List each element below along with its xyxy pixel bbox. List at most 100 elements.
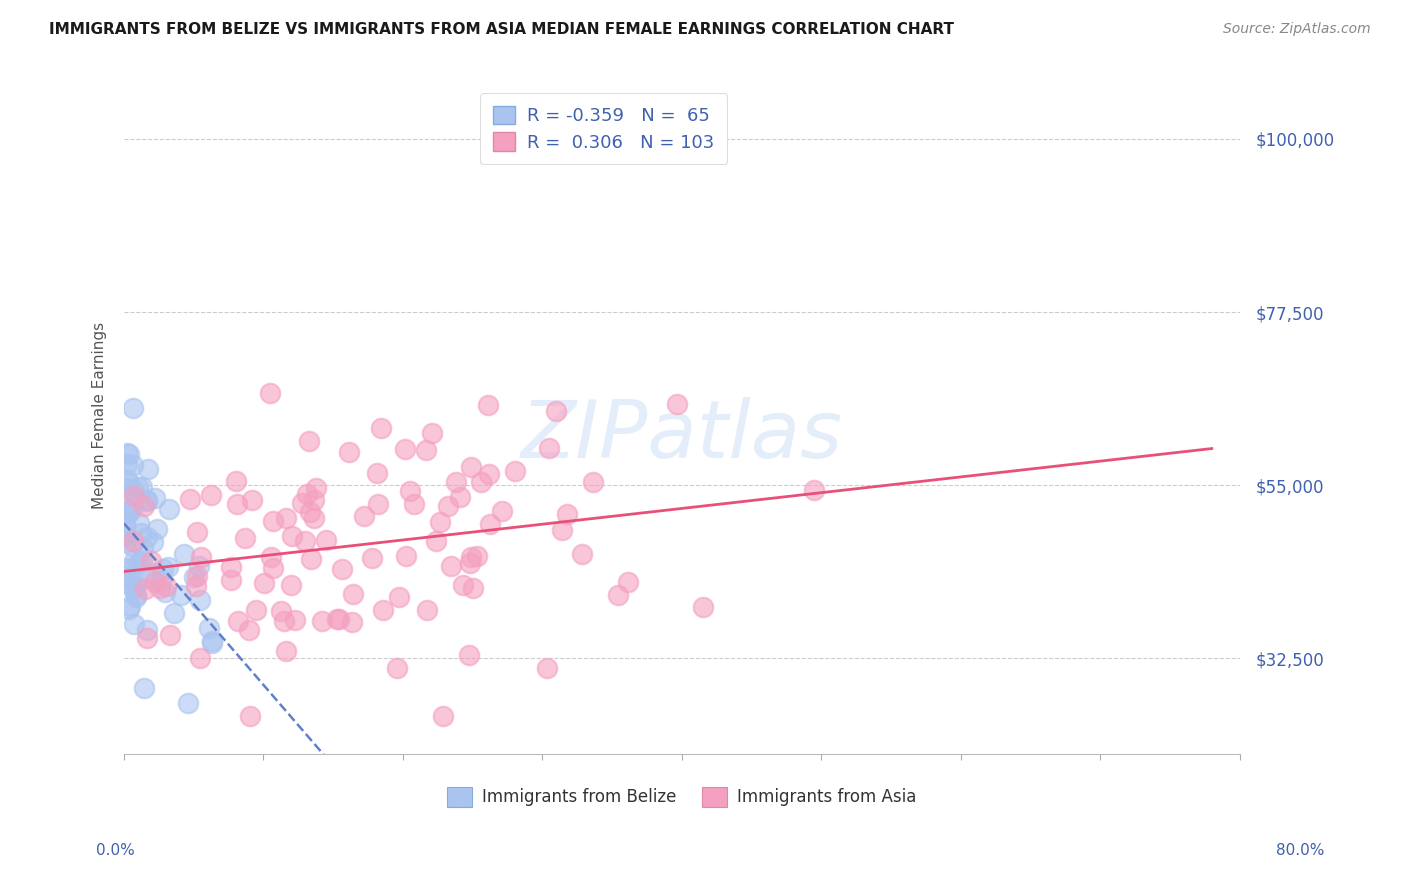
Point — [135, 492, 157, 507]
Point — [131, 541, 153, 556]
Point — [155, 579, 177, 593]
Point — [544, 404, 567, 418]
Point — [131, 552, 153, 566]
Point — [143, 575, 166, 590]
Point — [394, 442, 416, 456]
Point — [299, 552, 322, 566]
Point — [136, 631, 159, 645]
Point — [188, 651, 211, 665]
Point — [114, 527, 136, 541]
Point — [326, 612, 349, 626]
Point — [132, 681, 155, 696]
Point — [385, 661, 408, 675]
Point — [163, 606, 186, 620]
Point — [582, 475, 605, 490]
Point — [342, 587, 364, 601]
Point — [315, 533, 337, 548]
Y-axis label: Median Female Earnings: Median Female Earnings — [93, 322, 107, 509]
Point — [477, 398, 499, 412]
Point — [125, 588, 148, 602]
Point — [420, 425, 443, 440]
Point — [122, 582, 145, 597]
Point — [122, 458, 145, 473]
Point — [184, 579, 207, 593]
Point — [353, 508, 375, 523]
Point — [129, 525, 152, 540]
Point — [121, 561, 143, 575]
Point — [388, 591, 411, 605]
Point — [146, 522, 169, 536]
Point — [262, 514, 284, 528]
Point — [136, 623, 159, 637]
Point — [149, 581, 172, 595]
Point — [118, 506, 141, 520]
Point — [141, 566, 163, 581]
Point — [444, 475, 467, 490]
Point — [118, 477, 141, 491]
Point — [304, 511, 326, 525]
Point — [121, 534, 143, 549]
Point — [432, 708, 454, 723]
Point — [342, 615, 364, 629]
Point — [122, 500, 145, 514]
Point — [245, 603, 267, 617]
Point — [367, 497, 389, 511]
Point — [437, 499, 460, 513]
Point — [298, 434, 321, 449]
Point — [463, 581, 485, 595]
Point — [135, 494, 157, 508]
Point — [188, 592, 211, 607]
Point — [150, 574, 173, 588]
Point — [302, 493, 325, 508]
Point — [395, 549, 418, 564]
Point — [114, 534, 136, 549]
Point — [402, 496, 425, 510]
Point — [270, 604, 292, 618]
Point — [136, 462, 159, 476]
Point — [201, 634, 224, 648]
Point — [197, 621, 219, 635]
Point — [337, 445, 360, 459]
Point — [536, 661, 558, 675]
Point — [281, 528, 304, 542]
Point — [297, 487, 319, 501]
Point — [240, 492, 263, 507]
Point — [122, 489, 145, 503]
Point — [152, 562, 174, 576]
Point — [173, 547, 195, 561]
Point — [114, 519, 136, 533]
Point — [177, 696, 200, 710]
Point — [187, 558, 209, 573]
Point — [157, 502, 180, 516]
Point — [571, 547, 593, 561]
Point — [666, 397, 689, 411]
Point — [225, 475, 247, 489]
Point — [186, 524, 208, 539]
Point — [440, 558, 463, 573]
Point — [370, 421, 392, 435]
Point — [121, 579, 143, 593]
Point — [136, 571, 159, 585]
Point — [155, 585, 177, 599]
Point — [330, 562, 353, 576]
Point — [537, 441, 560, 455]
Point — [200, 488, 222, 502]
Point — [201, 635, 224, 649]
Point — [121, 539, 143, 553]
Point — [415, 442, 437, 457]
Point — [803, 483, 825, 497]
Point — [458, 648, 481, 663]
Text: ZIPatlas: ZIPatlas — [520, 397, 842, 475]
Point — [219, 574, 242, 588]
Point — [260, 550, 283, 565]
Point — [117, 502, 139, 516]
Point — [692, 599, 714, 614]
Point — [478, 467, 501, 482]
Point — [449, 490, 471, 504]
Point — [135, 530, 157, 544]
Point — [141, 554, 163, 568]
Point — [117, 473, 139, 487]
Legend: Immigrants from Belize, Immigrants from Asia: Immigrants from Belize, Immigrants from … — [441, 780, 922, 814]
Point — [118, 571, 141, 585]
Point — [118, 447, 141, 461]
